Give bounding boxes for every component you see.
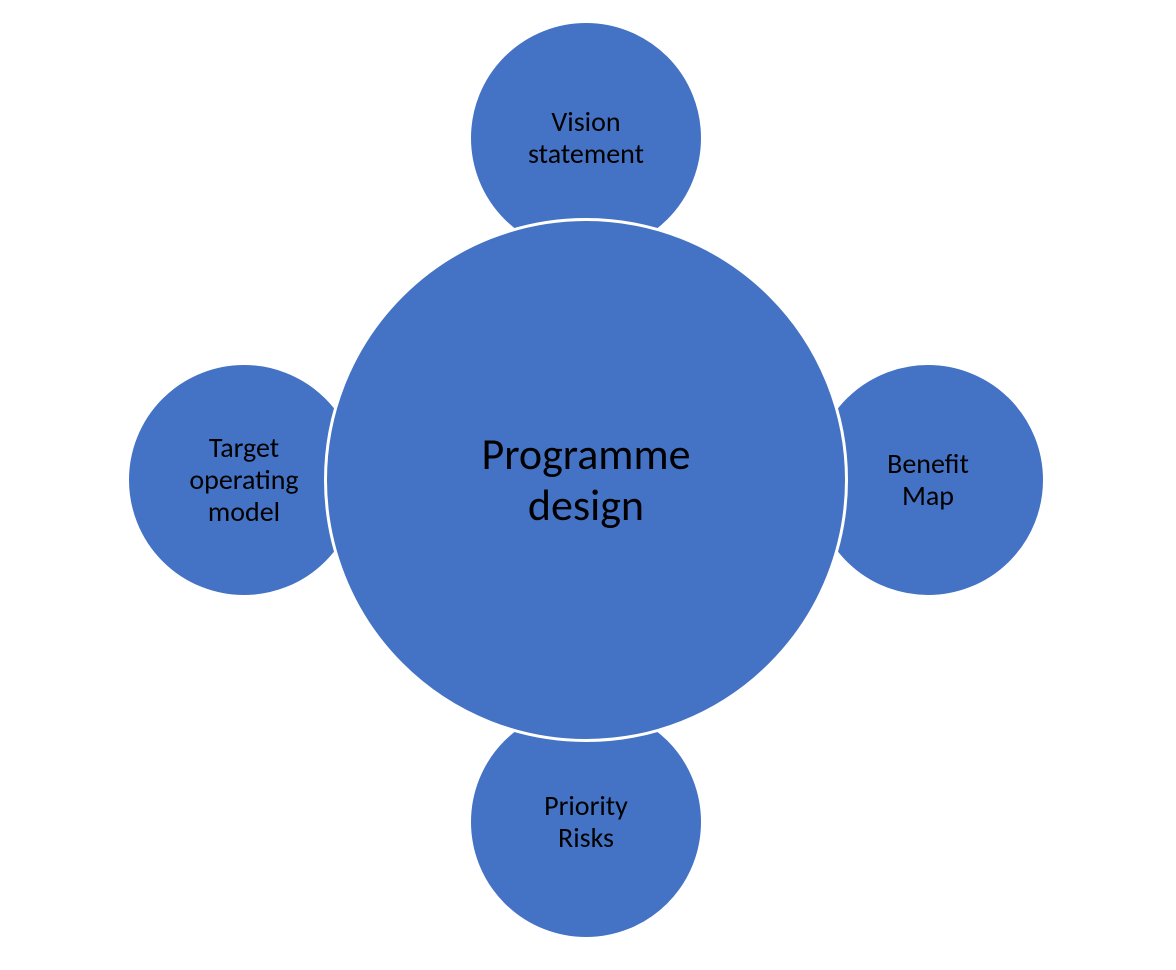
node-target-operating-model-label: Target operating model (189, 432, 298, 529)
node-priority-risks-label: Priority Risks (544, 790, 628, 854)
node-programme-design: Programme design (324, 218, 848, 742)
node-programme-design-label: Programme design (482, 429, 691, 530)
node-benefit-map-label: Benefit Map (887, 448, 969, 512)
programme-design-diagram: Vision statement Benefit Map Priority Ri… (0, 0, 1176, 970)
node-vision-statement-label: Vision statement (528, 106, 644, 170)
